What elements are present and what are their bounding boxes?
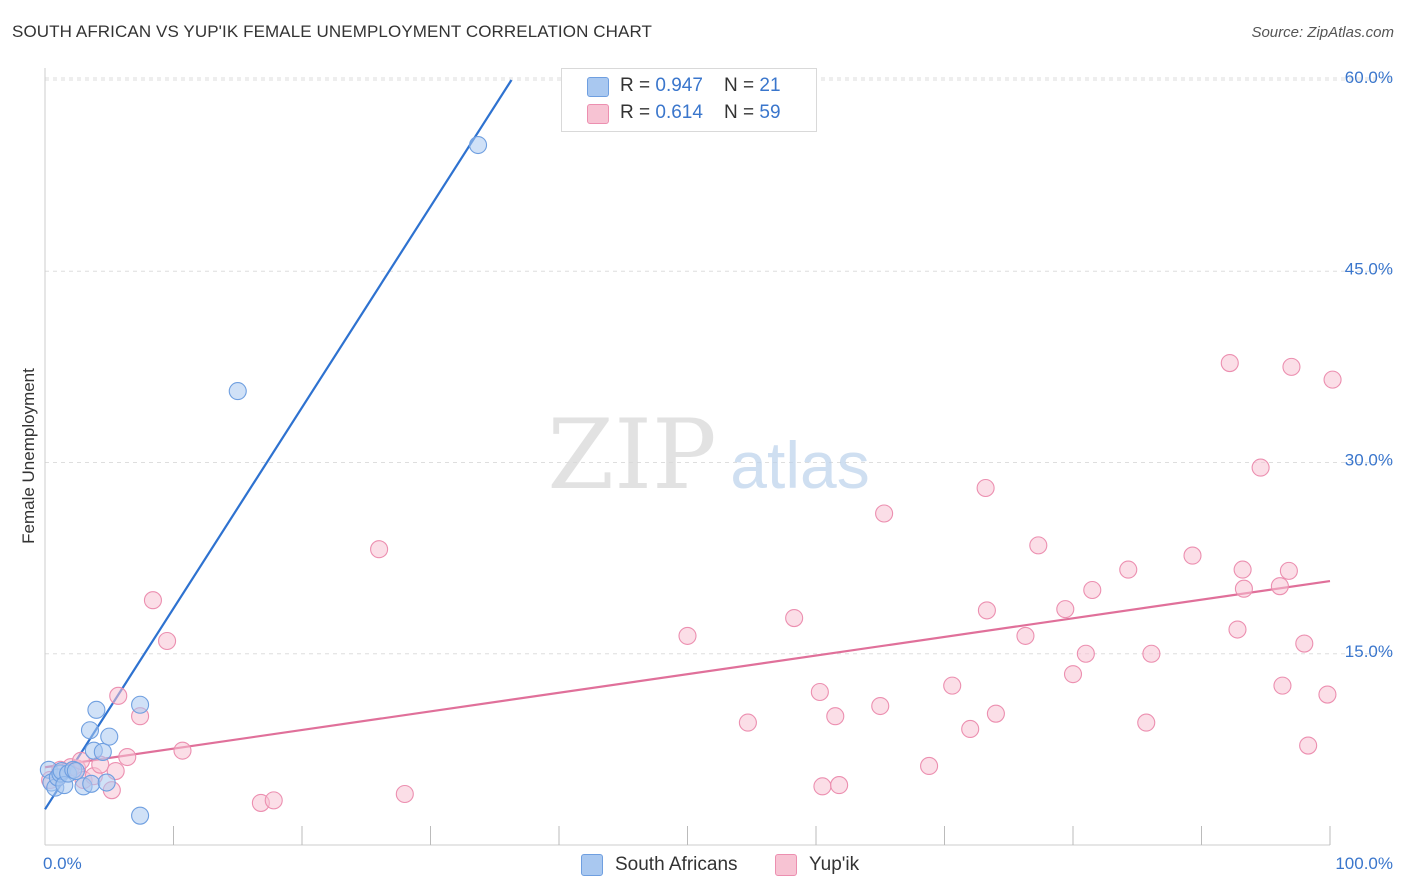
yupik-point <box>826 707 845 726</box>
yupik-point <box>1251 458 1270 477</box>
yupik-point <box>977 601 996 620</box>
south-african-point <box>131 806 150 825</box>
yupik-point <box>830 776 849 795</box>
yupik-point <box>173 741 192 760</box>
yupik-point <box>1233 560 1252 579</box>
watermark: ZIP atlas <box>547 399 869 511</box>
yupik-point <box>875 504 894 523</box>
yupik-point <box>370 540 389 559</box>
south-african-point <box>97 773 116 792</box>
yupik-point <box>986 704 1005 723</box>
legend-stats-yupik: R = 0.614 N = 59 <box>620 102 781 124</box>
legend-swatch-yupik <box>587 104 609 124</box>
yupik-point <box>920 756 939 776</box>
correlation-legend: R = 0.947 N = 21 R = 0.614 N = 59 <box>561 68 817 132</box>
yupik-point <box>1076 644 1095 663</box>
trend-layer <box>44 79 1331 810</box>
yupik-point <box>1228 620 1247 639</box>
yupik-point <box>678 626 697 645</box>
yupik-point <box>1295 634 1314 653</box>
watermark-zip: ZIP <box>547 399 716 511</box>
yupik-point <box>1323 370 1342 389</box>
yupik-point <box>1056 600 1075 619</box>
yupik-point <box>1142 644 1161 663</box>
yupik-point <box>943 676 962 695</box>
yupik-point <box>1299 736 1318 755</box>
yupik-point <box>158 631 177 651</box>
legend-item-south-africans[interactable]: South Africans <box>581 852 738 878</box>
yupik-point <box>976 478 995 498</box>
r-label: R = <box>620 102 656 123</box>
y-tick-label: 15.0% <box>1345 642 1393 661</box>
south-african-point <box>82 774 101 793</box>
south-african-point <box>228 382 247 401</box>
yupik-point <box>1273 676 1292 695</box>
yupik-point <box>109 686 128 705</box>
r-value: 0.947 <box>655 75 703 96</box>
yupik-point <box>395 784 414 804</box>
south-african-trendline <box>44 79 513 810</box>
legend-stats-south-africans: R = 0.947 N = 21 <box>620 75 781 97</box>
y-tick-label: 60.0% <box>1345 68 1393 87</box>
n-value: 59 <box>759 102 781 123</box>
r-label: R = <box>620 75 656 96</box>
yupik-point <box>1279 561 1298 580</box>
n-label: N = <box>724 102 760 123</box>
legend-label-south-africans: South Africans <box>615 854 738 875</box>
yupik-point <box>871 696 890 716</box>
yupik-point <box>1282 357 1301 376</box>
yupik-point <box>1220 353 1239 373</box>
points-layer <box>39 135 1342 825</box>
yupik-point <box>264 791 283 810</box>
watermark-atlas: atlas <box>730 428 869 502</box>
south-african-point <box>100 727 119 746</box>
south-african-point <box>80 721 100 740</box>
y-axis-label: Female Unemployment <box>19 368 38 544</box>
south-african-point <box>87 700 106 719</box>
n-value: 21 <box>759 75 781 96</box>
south-african-point <box>131 695 150 714</box>
legend-swatch-south-africans <box>581 854 603 876</box>
legend-swatch-yupik <box>775 854 797 876</box>
yupik-trendline <box>44 579 1331 769</box>
south-african-point <box>468 135 488 155</box>
yupik-point <box>1029 536 1048 555</box>
yupik-point <box>143 591 162 610</box>
legend-label-yupik: Yup'ik <box>809 854 860 875</box>
yupik-point <box>1183 546 1202 565</box>
legend-item-yupik[interactable]: Yup'ik <box>775 852 859 878</box>
grid-layer <box>45 77 1392 655</box>
yupik-point <box>738 713 757 732</box>
yupik-point <box>1063 665 1083 684</box>
yupik-point <box>1083 580 1102 600</box>
south-african-point <box>93 742 112 761</box>
south-african-point <box>66 761 85 781</box>
y-tick-label: 45.0% <box>1345 259 1393 278</box>
yupik-point <box>1234 579 1253 598</box>
yupik-point <box>1137 713 1156 732</box>
x-tick-label: 100.0% <box>1335 854 1393 873</box>
legend-swatch-south-africans <box>587 77 609 97</box>
yupik-point <box>1016 626 1035 645</box>
series-legend: South Africans Yup'ik <box>0 852 1406 878</box>
labels-layer: 15.0% 30.0% 45.0% 60.0% 0.0% 100.0% Female Une… <box>19 68 1393 873</box>
source-credit: Source: ZipAtlas.com <box>1251 24 1394 41</box>
x-tick-label: 0.0% <box>43 854 82 873</box>
yupik-point <box>1318 685 1337 704</box>
y-tick-label: 30.0% <box>1345 451 1393 470</box>
n-label: N = <box>724 75 760 96</box>
yupik-point <box>118 747 137 767</box>
yupik-point <box>813 777 832 796</box>
r-value: 0.614 <box>655 102 703 123</box>
chart-title: SOUTH AFRICAN VS YUP'IK FEMALE UNEMPLOYM… <box>12 22 653 41</box>
yupik-point <box>1119 560 1138 579</box>
yupik-point <box>961 719 980 739</box>
yupik-point <box>785 608 804 628</box>
axes-layer <box>44 68 1331 846</box>
yupik-point <box>810 682 829 702</box>
yupik-point <box>1270 577 1289 596</box>
